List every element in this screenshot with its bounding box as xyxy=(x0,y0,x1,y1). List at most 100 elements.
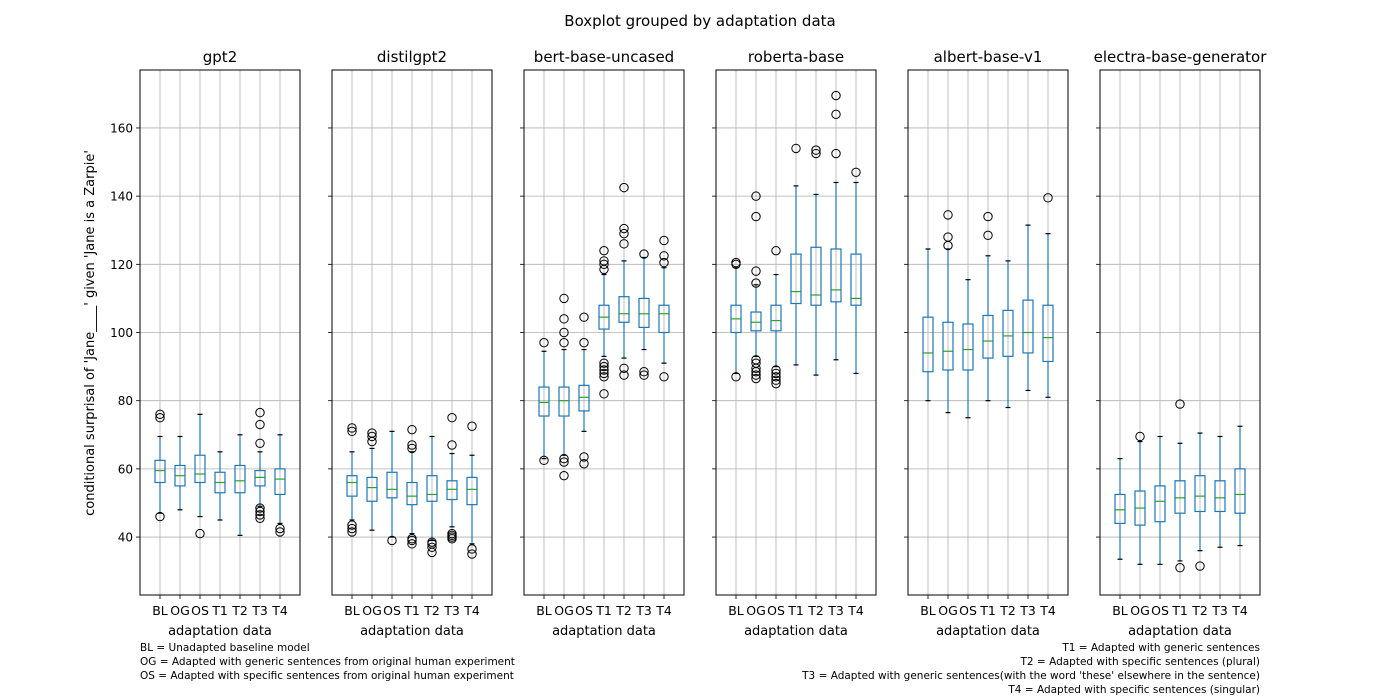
outlier-point xyxy=(831,109,841,120)
box-T3 xyxy=(1022,224,1034,392)
box-T1 xyxy=(790,143,802,366)
box-iqr xyxy=(1174,480,1186,514)
x-tick-label: OS xyxy=(191,603,209,618)
x-axis-label: adaptation data xyxy=(936,624,1040,639)
panel-distilgpt2: BL OG OS T1 T2 T3 T4 distilgpt2 adaptation data xyxy=(328,48,493,639)
y-tick-label: 100 xyxy=(110,326,133,340)
outlier-point xyxy=(579,312,589,322)
y-axis-label: conditional surprisal of 'Jane____' give… xyxy=(83,150,98,516)
outlier-point xyxy=(599,389,609,399)
note-right: T3 = Adapted with generic sentences(with… xyxy=(801,670,1260,682)
outlier-point xyxy=(943,232,953,242)
box-iqr xyxy=(830,248,842,303)
panel-electra-base-generator: BL OG OS T1 T2 T3 T4 electra-base-generator adap… xyxy=(1094,48,1268,639)
box-iqr xyxy=(154,459,166,484)
x-tick-label: BL xyxy=(920,603,936,618)
x-axis-label: adaptation data xyxy=(360,624,464,639)
outlier-point xyxy=(467,549,477,559)
box-iqr xyxy=(1114,493,1126,525)
x-tick-label: BL xyxy=(1112,603,1128,618)
y-tick-label: 80 xyxy=(118,394,133,408)
box-BL xyxy=(346,423,358,537)
box-T4 xyxy=(850,167,862,375)
box-OG xyxy=(942,210,954,414)
outlier-point xyxy=(831,148,841,159)
outlier-point xyxy=(619,223,629,234)
box-T1 xyxy=(1174,399,1186,573)
outlier-point xyxy=(467,421,477,431)
x-tick-label: T1 xyxy=(979,603,996,618)
box-iqr xyxy=(426,475,438,502)
x-tick-label: OS xyxy=(1151,603,1169,618)
outlier-point xyxy=(751,266,761,276)
outlier-point xyxy=(771,372,781,382)
outlier-point xyxy=(751,278,761,288)
x-tick-label: T3 xyxy=(1211,603,1228,618)
box-T4 xyxy=(1042,193,1054,398)
y-tick-label: 160 xyxy=(110,121,133,135)
outlier-point xyxy=(367,428,377,438)
box-T3 xyxy=(1214,435,1226,548)
outlier-point xyxy=(731,372,741,382)
box-T1 xyxy=(406,424,418,549)
panel-title: electra-base-generator xyxy=(1094,48,1268,66)
x-tick-label: T4 xyxy=(1039,603,1056,618)
panel-roberta-base: BL OG OS T1 T2 T3 T4 roberta-base adaptation dat… xyxy=(712,48,877,639)
box-iqr xyxy=(558,386,570,417)
box-T2 xyxy=(234,434,246,536)
x-tick-label: T2 xyxy=(423,603,440,618)
outlier-point xyxy=(751,370,761,380)
outlier-point xyxy=(347,523,357,534)
box-iqr xyxy=(750,311,762,332)
box-iqr xyxy=(810,246,822,306)
outlier-point xyxy=(811,145,821,155)
outlier-point xyxy=(659,235,669,246)
box-T3 xyxy=(254,407,266,523)
outlier-point xyxy=(831,90,841,101)
x-tick-label: OG xyxy=(362,603,382,618)
x-tick-label: OG xyxy=(1130,603,1150,618)
outlier-point xyxy=(599,358,609,368)
outlier-point xyxy=(639,367,649,377)
outlier-point xyxy=(771,368,781,379)
outlier-point xyxy=(195,528,205,539)
box-iqr xyxy=(386,471,398,499)
outlier-point xyxy=(407,539,417,549)
outlier-point xyxy=(407,534,417,544)
outlier-point xyxy=(367,431,377,442)
box-T3 xyxy=(830,90,842,361)
x-axis-label: adaptation data xyxy=(1128,624,1232,639)
outlier-point xyxy=(771,365,781,375)
box-iqr xyxy=(446,480,458,501)
outlier-point xyxy=(255,510,265,520)
x-tick-label: T3 xyxy=(1019,603,1036,618)
x-tick-label: T4 xyxy=(463,603,480,618)
box-iqr xyxy=(274,468,286,496)
outlier-point xyxy=(599,245,609,256)
outlier-point xyxy=(943,210,953,220)
box-iqr xyxy=(770,304,782,332)
x-axis-label: adaptation data xyxy=(744,624,848,639)
chart-title: Boxplot grouped by adaptation data xyxy=(564,12,835,30)
box-T4 xyxy=(658,235,670,382)
outlier-point xyxy=(347,520,357,530)
x-tick-label: T1 xyxy=(211,603,228,618)
x-tick-label: OG xyxy=(746,603,766,618)
outlier-point xyxy=(619,228,629,239)
x-tick-label: OS xyxy=(767,603,785,618)
box-iqr xyxy=(922,316,934,373)
box-OS xyxy=(962,279,974,419)
box-T2 xyxy=(618,182,630,380)
outlier-point xyxy=(1175,563,1185,573)
outlier-point xyxy=(407,440,417,450)
box-T1 xyxy=(214,451,226,521)
box-iqr xyxy=(1002,309,1014,357)
box-OS xyxy=(194,413,206,539)
outlier-point xyxy=(619,370,629,380)
box-iqr xyxy=(962,323,974,371)
outlier-point xyxy=(539,338,549,348)
outlier-point xyxy=(407,424,417,435)
outlier-point xyxy=(347,426,357,437)
outlier-point xyxy=(275,527,285,537)
note-right: T2 = Adapted with specific sentences (pl… xyxy=(1020,656,1261,668)
